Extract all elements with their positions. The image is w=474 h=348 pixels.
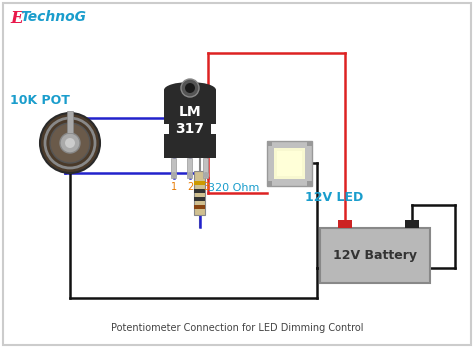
Text: 1: 1 [171,182,177,192]
Text: Potentiometer Connection for LED Dimming Control: Potentiometer Connection for LED Dimming… [111,323,363,333]
Circle shape [185,83,195,93]
Text: 12V LED: 12V LED [305,191,363,204]
Bar [320,228,430,283]
Text: 12V Battery: 12V Battery [333,249,417,262]
Text: 2: 2 [187,182,193,192]
Bar [203,158,209,178]
Ellipse shape [164,82,216,98]
Bar [267,181,273,185]
Bar [267,141,312,185]
Circle shape [171,172,177,178]
Circle shape [181,79,199,97]
Bar [164,90,216,158]
Bar [194,181,206,185]
Circle shape [40,113,100,173]
Bar [211,124,216,134]
Bar [194,189,206,193]
Circle shape [50,123,90,163]
Circle shape [65,138,75,148]
Bar [172,158,176,178]
Bar [267,141,273,145]
Bar [194,197,206,201]
Bar [164,124,169,134]
Bar [194,205,206,209]
Text: E: E [10,10,23,27]
Text: 10K POT: 10K POT [10,95,70,108]
Text: 320 Ohm: 320 Ohm [208,183,259,193]
Circle shape [60,133,80,153]
Bar [188,158,192,178]
Circle shape [203,172,209,178]
Bar [308,181,312,185]
Bar [338,220,352,228]
Bar [405,220,419,228]
Text: TechnoG: TechnoG [20,10,86,24]
Text: LM
317: LM 317 [175,105,204,136]
Text: 3: 3 [203,182,209,192]
Circle shape [187,172,193,178]
Bar [194,171,206,215]
Bar [67,111,73,133]
Bar [274,148,306,179]
Bar [308,141,312,145]
Bar [277,150,302,175]
